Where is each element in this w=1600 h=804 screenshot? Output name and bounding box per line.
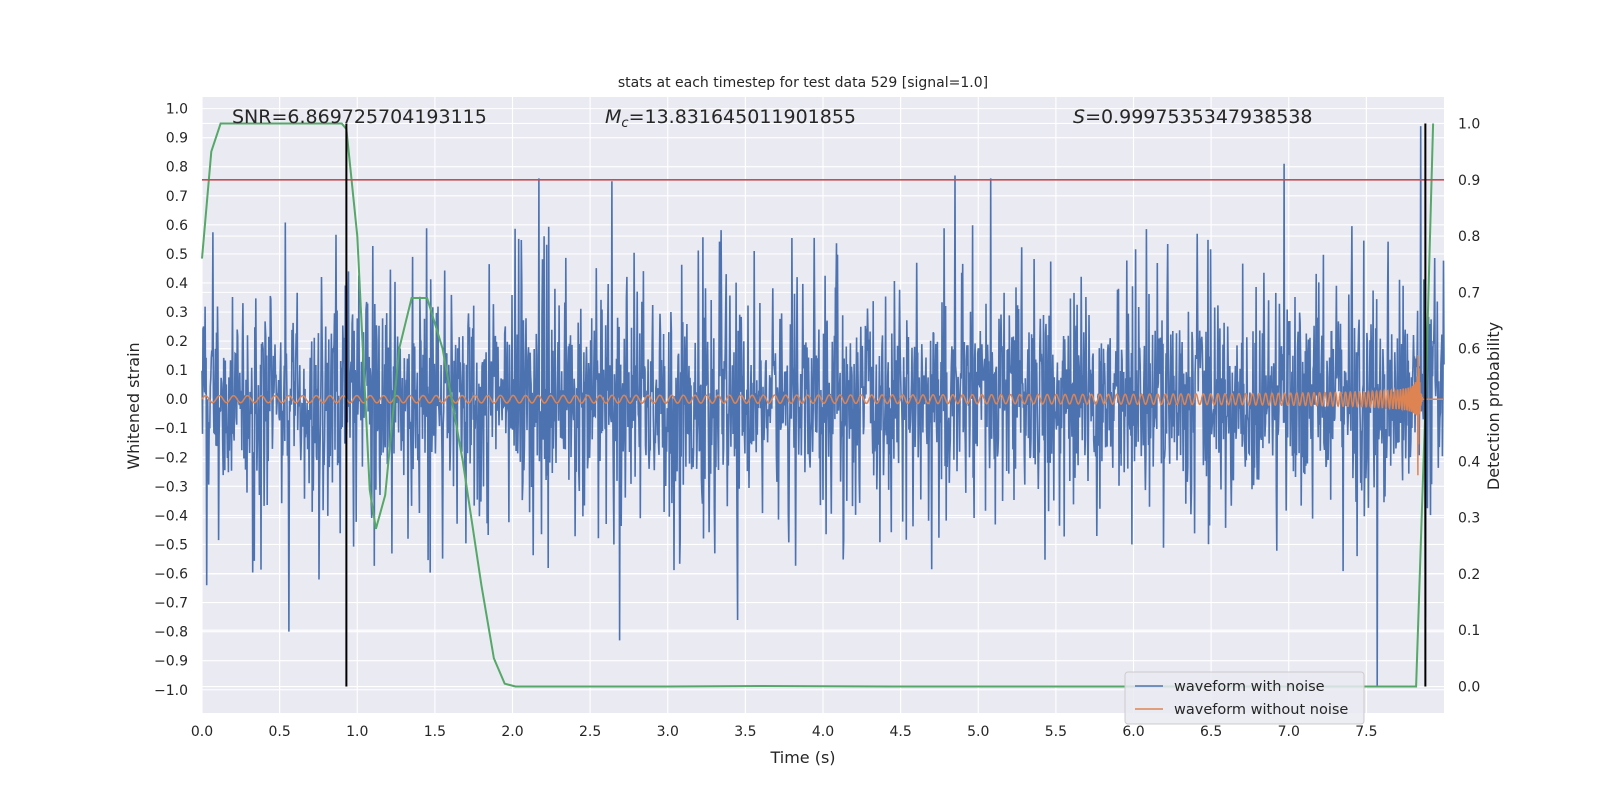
y-tick-label-right: 0.2	[1458, 567, 1480, 583]
y-tick-label-left: 0.4	[166, 276, 188, 292]
x-tick-label: 3.0	[657, 724, 679, 740]
s-symbol: S	[1073, 106, 1085, 128]
y-tick-label-left: −0.6	[154, 567, 188, 583]
legend-label-clean: waveform without noise	[1174, 702, 1348, 718]
annotation-snr: SNR=6.869725704193115	[232, 106, 487, 128]
y-tick-label-left: 0.2	[166, 334, 188, 350]
annotation-chirp-mass: Mc=13.831645011901855	[605, 106, 856, 131]
y-tick-label-right: 0.8	[1458, 229, 1480, 245]
series-waveform-with-noise	[201, 126, 1445, 687]
y-tick-label-right: 0.7	[1458, 285, 1480, 301]
x-tick-label: 6.0	[1122, 724, 1144, 740]
y-tick-label-right: 0.9	[1458, 173, 1480, 189]
x-tick-label: 1.0	[346, 724, 368, 740]
y-tick-label-right: 0.1	[1458, 623, 1480, 639]
x-axis-label: Time (s)	[769, 748, 835, 767]
y-tick-label-left: −0.5	[154, 537, 188, 553]
x-tick-label: 5.0	[967, 724, 989, 740]
y-tick-label-left: −0.2	[154, 450, 188, 466]
y-tick-label-left: 0.1	[166, 363, 188, 379]
legend-label-noise: waveform with noise	[1174, 679, 1325, 695]
y-tick-label-left: −0.9	[154, 654, 188, 670]
x-tick-label: 0.0	[191, 724, 213, 740]
chirp-line	[201, 354, 1444, 476]
series-waveform-without-noise	[201, 354, 1444, 476]
y-axis-label-left: Whitened strain	[124, 342, 143, 469]
y-tick-label-left: 1.0	[166, 102, 188, 118]
x-tick-label: 7.5	[1355, 724, 1377, 740]
y-tick-label-left: 0.9	[166, 131, 188, 147]
x-tick-label: 3.5	[734, 724, 756, 740]
x-tick-label: 4.0	[812, 724, 834, 740]
x-tick-label: 2.5	[579, 724, 601, 740]
y-tick-label-left: 0.3	[166, 305, 188, 321]
y-tick-label-left: −0.4	[154, 508, 188, 524]
s-value: =0.9997535347938538	[1085, 106, 1312, 128]
x-tick-label: 5.5	[1045, 724, 1067, 740]
x-tick-label: 0.5	[268, 724, 290, 740]
mc-value: =13.831645011901855	[629, 106, 856, 128]
y-tick-label-left: 0.0	[166, 392, 188, 408]
x-tick-label: 7.0	[1278, 724, 1300, 740]
chart-title: stats at each timestep for test data 529…	[618, 75, 988, 91]
mc-symbol: M	[605, 106, 621, 128]
y-axis-label-right: Detection probability	[1484, 322, 1503, 490]
annotation-score: S=0.9997535347938538	[1073, 106, 1313, 128]
x-tick-label: 4.5	[889, 724, 911, 740]
y-tick-label-left: 0.7	[166, 189, 188, 205]
legend-box	[1124, 671, 1365, 725]
y-tick-label-left: −0.1	[154, 421, 188, 437]
y-tick-label-right: 0.3	[1458, 511, 1480, 527]
y-tick-label-right: 1.0	[1458, 116, 1480, 132]
y-tick-label-left: 0.8	[166, 160, 188, 176]
noise-line	[201, 126, 1445, 687]
mc-subscript: c	[621, 116, 628, 131]
y-tick-label-right: 0.0	[1458, 680, 1480, 696]
y-tick-label-left: −0.7	[154, 596, 188, 612]
reference-lines	[202, 123, 1444, 687]
y-tick-label-left: 0.6	[166, 218, 188, 234]
y-tick-label-left: −0.3	[154, 479, 188, 495]
x-tick-label: 1.5	[424, 724, 446, 740]
x-tick-label: 6.5	[1200, 724, 1222, 740]
x-tick-label: 2.0	[501, 724, 523, 740]
series-detection-probability	[201, 122, 1435, 688]
y-tick-label-left: −0.8	[154, 625, 188, 641]
y-tick-label-right: 0.6	[1458, 342, 1480, 358]
y-tick-label-right: 0.4	[1458, 454, 1480, 470]
y-tick-label-left: 0.5	[166, 247, 188, 263]
probability-line	[201, 122, 1435, 688]
y-tick-label-right: 0.5	[1458, 398, 1480, 414]
y-tick-label-left: −1.0	[154, 683, 188, 699]
tick-labels: 0.0 0.5 1.0 1.5 2.0 2.5 3.0 3.5 4.0 4.5 5.0 5.5 6.0 6…	[154, 102, 1480, 740]
legend: waveform with noise waveform without noi…	[1124, 671, 1365, 725]
